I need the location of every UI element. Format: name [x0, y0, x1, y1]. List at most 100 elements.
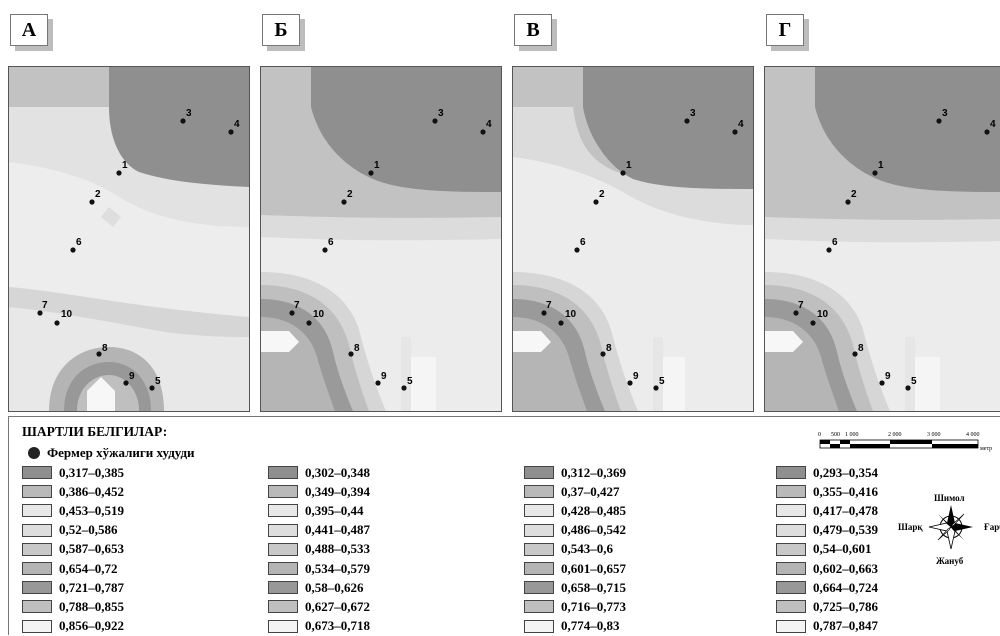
point-label-4: 4 — [234, 119, 240, 130]
legend-item: 0,453–0,519 — [22, 501, 124, 520]
legend-range-label: 0,386–0,452 — [59, 483, 124, 499]
point-label-1: 1 — [626, 160, 632, 171]
point-label-10: 10 — [61, 309, 73, 320]
legend-range-label: 0,716–0,773 — [561, 598, 626, 614]
legend-item: 0,673–0,718 — [268, 617, 370, 636]
map-panel-g: 1 2 3 4 5 6 7 8 9 10 — [764, 66, 1000, 412]
legend-range-label: 0,856–0,922 — [59, 618, 124, 634]
point-label-3: 3 — [438, 108, 444, 119]
legend-range-label: 0,673–0,718 — [305, 618, 370, 634]
point-label-10: 10 — [817, 309, 829, 320]
compass-star-icon — [928, 505, 973, 550]
point-label-10: 10 — [565, 309, 577, 320]
legend-swatch — [268, 619, 298, 633]
point-label-6: 6 — [328, 237, 334, 248]
legend-swatch — [22, 619, 52, 633]
scale-tick-4000: 4 000 — [966, 432, 980, 438]
legend-range-label: 0,317–0,385 — [59, 464, 124, 480]
legend-item: 0,725–0,786 — [776, 597, 878, 616]
legend-item: 0,302–0,348 — [268, 463, 370, 482]
compass-east: Ғарб — [984, 522, 1000, 532]
legend-item: 0,774–0,83 — [524, 617, 626, 636]
legend-range-label: 0,453–0,519 — [59, 502, 124, 518]
map-panel-a: 1 2 3 4 5 6 7 8 9 10 — [8, 66, 250, 412]
legend-range-label: 0,721–0,787 — [59, 579, 124, 595]
map-panel-b: 1 2 3 4 5 6 7 8 9 10 — [260, 66, 502, 412]
panel-label-a: А — [10, 14, 48, 46]
legend-range-label: 0,601–0,657 — [561, 560, 626, 576]
legend-item: 0,355–0,416 — [776, 482, 878, 501]
legend-item: 0,417–0,478 — [776, 501, 878, 520]
legend-swatch — [524, 562, 554, 576]
point-label-5: 5 — [155, 376, 161, 387]
legend-range-label: 0,658–0,715 — [561, 579, 626, 595]
legend-swatch — [776, 466, 806, 480]
point-label-1: 1 — [878, 160, 884, 171]
legend-swatch — [268, 600, 298, 614]
legend-column-a: 0,317–0,385 0,386–0,452 0,453–0,519 0,52–0,… — [22, 463, 124, 636]
legend-range-label: 0,787–0,847 — [813, 618, 878, 634]
scale-unit: метр — [980, 446, 992, 452]
scale-bar: 0 500 1 000 2 000 3 000 4 000 метр — [818, 428, 1000, 459]
legend-range-label: 0,293–0,354 — [813, 464, 878, 480]
legend-item: 0,479–0,539 — [776, 521, 878, 540]
legend-swatch — [524, 504, 554, 518]
legend-item: 0,37–0,427 — [524, 482, 626, 501]
point-label-8: 8 — [102, 343, 108, 354]
point-label-7: 7 — [294, 300, 300, 311]
point-label-6: 6 — [832, 237, 838, 248]
point-label-9: 9 — [633, 371, 639, 382]
legend-column-v: 0,312–0,369 0,37–0,427 0,428–0,485 0,486–0,… — [524, 463, 626, 636]
legend-range-label: 0,52–0,586 — [59, 522, 118, 538]
legend-range-label: 0,479–0,539 — [813, 522, 878, 538]
legend-item: 0,787–0,847 — [776, 617, 878, 636]
point-label-1: 1 — [374, 160, 380, 171]
legend-range-label: 0,602–0,663 — [813, 560, 878, 576]
point-label-4: 4 — [990, 119, 996, 130]
legend-range-label: 0,54–0,601 — [813, 541, 872, 557]
legend-item: 0,441–0,487 — [268, 521, 370, 540]
legend-swatch — [776, 581, 806, 595]
scale-tick-2000: 2 000 — [888, 432, 902, 438]
point-label-3: 3 — [942, 108, 948, 119]
legend-farm-entry: Фермер хўжалиги худуди — [22, 445, 195, 461]
legend-item: 0,664–0,724 — [776, 578, 878, 597]
point-label-2: 2 — [347, 189, 353, 200]
legend-range-label: 0,486–0,542 — [561, 522, 626, 538]
scale-tick-0: 0 — [818, 432, 821, 438]
point-label-4: 4 — [486, 119, 492, 130]
legend-swatch — [22, 523, 52, 537]
point-label-5: 5 — [911, 376, 917, 387]
point-label-10: 10 — [313, 309, 325, 320]
legend-item: 0,602–0,663 — [776, 559, 878, 578]
legend-swatch — [22, 504, 52, 518]
legend-item: 0,54–0,601 — [776, 540, 878, 559]
map-panel-v: 1 2 3 4 5 6 7 8 9 10 — [512, 66, 754, 412]
legend-item: 0,654–0,72 — [22, 559, 124, 578]
legend-swatch — [22, 562, 52, 576]
point-label-7: 7 — [798, 300, 804, 311]
legend-swatch — [776, 504, 806, 518]
legend-range-label: 0,417–0,478 — [813, 502, 878, 518]
legend-swatch — [776, 542, 806, 556]
point-label-3: 3 — [186, 108, 192, 119]
legend-swatch — [268, 504, 298, 518]
point-label-6: 6 — [76, 237, 82, 248]
legend-title: ШАРТЛИ БЕЛГИЛАР: — [22, 424, 168, 439]
legend-swatch — [776, 600, 806, 614]
legend-swatch — [524, 485, 554, 499]
point-label-5: 5 — [407, 376, 413, 387]
legend-item: 0,349–0,394 — [268, 482, 370, 501]
scale-tick-3000: 3 000 — [927, 432, 941, 438]
legend-item: 0,293–0,354 — [776, 463, 878, 482]
legend-swatch — [524, 523, 554, 537]
legend-item: 0,534–0,579 — [268, 559, 370, 578]
legend-swatch — [524, 542, 554, 556]
point-label-7: 7 — [546, 300, 552, 311]
legend-range-label: 0,654–0,72 — [59, 560, 118, 576]
point-label-5: 5 — [659, 376, 665, 387]
legend-item: 0,395–0,44 — [268, 501, 370, 520]
point-label-9: 9 — [129, 371, 135, 382]
legend-swatch — [22, 600, 52, 614]
compass-west: Шарқ — [898, 522, 923, 532]
